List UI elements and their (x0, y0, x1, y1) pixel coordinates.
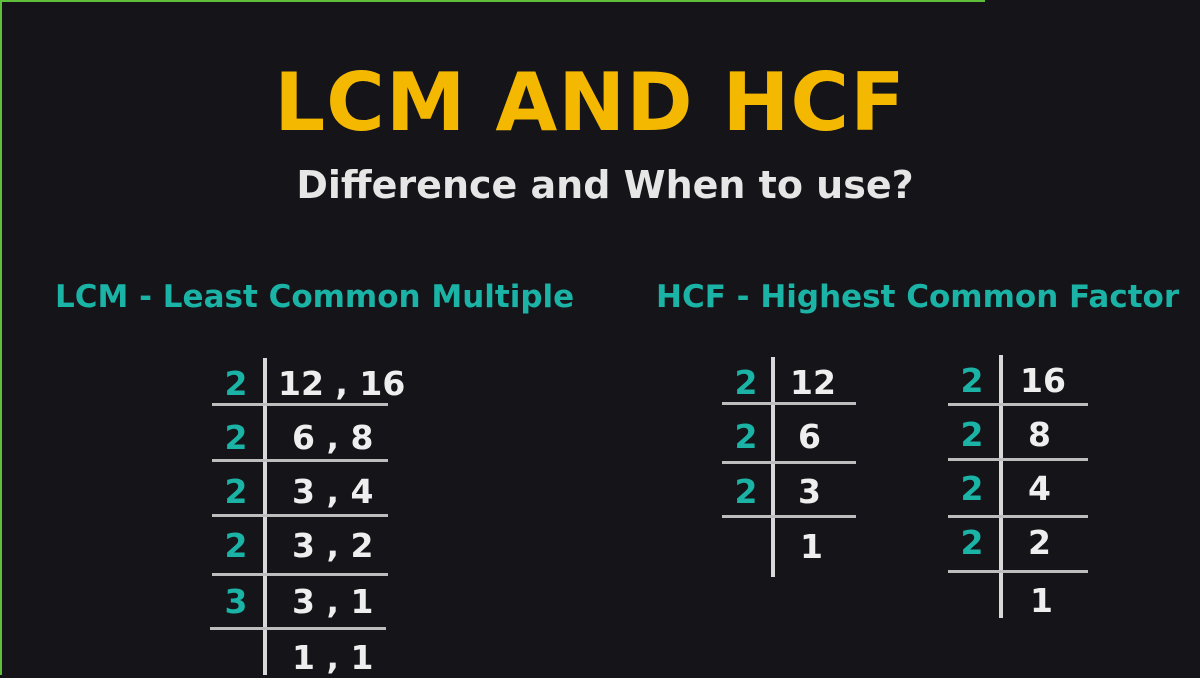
hcf-quotient: 4 (1028, 469, 1051, 508)
hcf-quotient: 1 (1030, 581, 1053, 620)
lcm-quotient: 3 , 2 (292, 526, 374, 565)
hcf-division-ladder-12: 2 12 2 6 2 3 1 (722, 357, 858, 579)
hcf-quotient: 8 (1028, 415, 1051, 454)
ladder-divider (212, 403, 388, 406)
lcm-divisor: 2 (224, 472, 248, 511)
hcf-quotient: 3 (798, 472, 821, 511)
ladder-divider (948, 515, 1088, 518)
ladder-vertical-line (771, 357, 775, 577)
hcf-divisor: 2 (734, 363, 758, 402)
lcm-quotient: 3 , 1 (292, 582, 374, 621)
ladder-divider (212, 514, 388, 517)
lcm-quotient: 6 , 8 (292, 418, 374, 457)
ladder-vertical-line (999, 355, 1003, 618)
lcm-divisor: 2 (224, 526, 248, 565)
lcm-quotient: 1 , 1 (292, 638, 374, 677)
lcm-divisor: 3 (224, 582, 248, 621)
hcf-division-ladder-16: 2 16 2 8 2 4 2 2 1 (948, 355, 1090, 620)
lcm-quotient: 3 , 4 (292, 472, 374, 511)
page-subtitle: Difference and When to use? (296, 163, 914, 207)
hcf-divisor: 2 (734, 417, 758, 456)
ladder-divider (722, 515, 856, 518)
lcm-division-ladder: 2 12 , 16 2 6 , 8 2 3 , 4 2 3 , 2 3 3 , … (210, 358, 405, 677)
hcf-divisor: 2 (960, 469, 984, 508)
hcf-divisor: 2 (960, 523, 984, 562)
hcf-quotient: 1 (800, 527, 823, 566)
hcf-quotient: 16 (1020, 361, 1066, 400)
lcm-heading: LCM - Least Common Multiple (55, 279, 575, 315)
frame-mask (985, 0, 1200, 3)
hcf-heading: HCF - Highest Common Factor (656, 279, 1180, 315)
hcf-divisor: 2 (734, 472, 758, 511)
hcf-quotient: 12 (790, 363, 836, 402)
ladder-divider (948, 403, 1088, 406)
lcm-divisor: 2 (224, 418, 248, 457)
lcm-quotient: 12 , 16 (278, 364, 406, 403)
ladder-divider (212, 459, 388, 462)
ladder-divider (948, 458, 1088, 461)
ladder-divider (210, 627, 386, 630)
hcf-quotient: 2 (1028, 523, 1051, 562)
ladder-divider (212, 573, 388, 576)
page-title: LCM AND HCF (274, 56, 906, 149)
hcf-divisor: 2 (960, 415, 984, 454)
ladder-divider (948, 570, 1088, 573)
ladder-divider (722, 461, 856, 464)
hcf-quotient: 6 (798, 417, 821, 456)
hcf-divisor: 2 (960, 361, 984, 400)
ladder-divider (722, 402, 856, 405)
lcm-divisor: 2 (224, 364, 248, 403)
